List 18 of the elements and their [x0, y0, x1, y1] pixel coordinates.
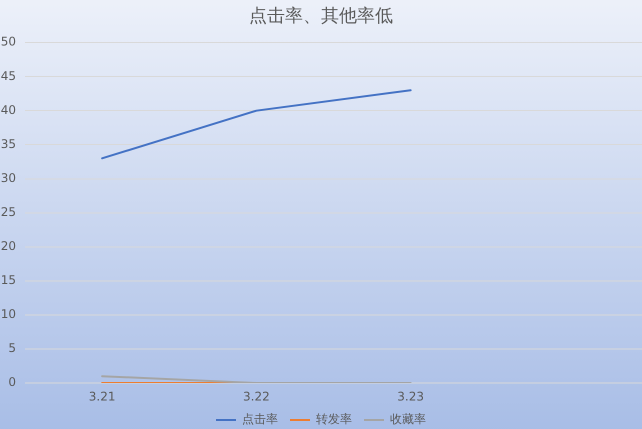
y-tick-label: 40	[0, 102, 16, 117]
x-tick-label: 3.22	[243, 389, 270, 404]
legend-label: 转发率	[316, 412, 352, 426]
y-tick-label: 30	[0, 170, 16, 185]
y-tick-label: 50	[0, 34, 16, 49]
y-tick-label: 25	[0, 204, 16, 219]
y-tick-label: 0	[8, 375, 16, 390]
legend-label: 收藏率	[390, 412, 426, 426]
y-tick-label: 35	[0, 136, 16, 151]
chart-title: 点击率、其他率低	[249, 5, 393, 26]
y-tick-label: 45	[0, 68, 16, 83]
x-tick-label: 3.23	[397, 389, 424, 404]
legend-label: 点击率	[242, 412, 278, 426]
y-tick-label: 20	[0, 238, 16, 253]
y-tick-label: 5	[8, 341, 16, 356]
x-tick-label: 3.21	[88, 389, 116, 404]
y-tick-label: 15	[0, 273, 16, 288]
y-tick-label: 10	[0, 307, 16, 322]
